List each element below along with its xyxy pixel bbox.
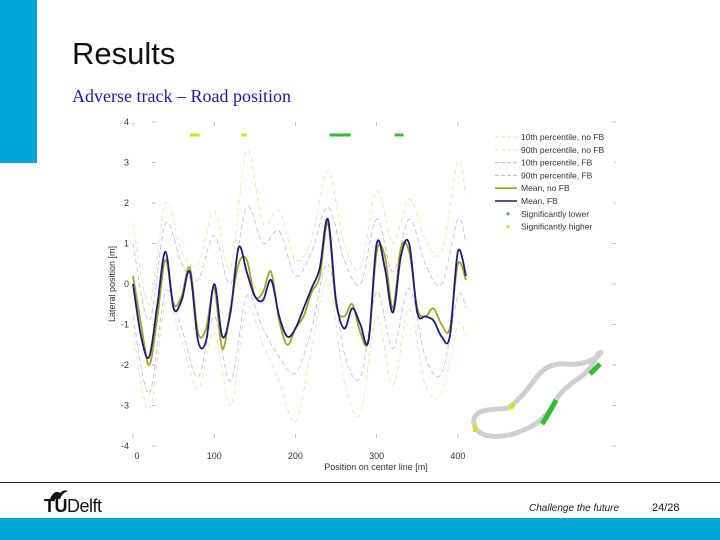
x-tick-label: 400 xyxy=(450,451,465,461)
legend-swatch xyxy=(506,212,510,216)
legend-entry: Mean, no FB xyxy=(521,183,570,193)
y-tick-label: 1 xyxy=(124,239,129,249)
y-tick-label: 2 xyxy=(124,198,129,208)
slide-subtitle: Adverse track – Road position xyxy=(72,86,291,106)
series-line-10th-percentile-no-fb xyxy=(132,279,467,423)
accent-bar xyxy=(0,0,37,163)
y-tick-label: -1 xyxy=(121,320,129,330)
road-position-chart: -4 -3 -2 -1 0 1 2 3 4 0 100 200 300 400 Position on ce… xyxy=(107,117,616,472)
series-line-90th-percentile-no-fb xyxy=(132,149,467,305)
legend-entry: Significantly lower xyxy=(521,209,589,219)
y-axis-label: Lateral position [m] xyxy=(107,246,117,322)
x-tick-label: 100 xyxy=(207,451,222,461)
slide-title: Results xyxy=(72,36,176,71)
legend-entry: 10th percentile, FB xyxy=(521,158,593,168)
y-tick-label: 3 xyxy=(124,158,129,168)
track-highlight xyxy=(588,362,602,376)
y-tick-label: -4 xyxy=(121,441,129,451)
legend-entry: Mean, FB xyxy=(521,196,558,206)
series-line-mean-no-fb xyxy=(132,222,467,366)
track-highlight xyxy=(508,402,516,410)
track-highlight xyxy=(539,398,559,426)
tu-delft-logo xyxy=(44,487,134,517)
legend-entry: 10th percentile, no FB xyxy=(521,132,604,142)
logo-text: TUDelft xyxy=(44,496,102,517)
legend-entry: 90th percentile, FB xyxy=(521,170,593,180)
series-line-90th-percentile-fb xyxy=(132,206,467,321)
legend-box xyxy=(490,127,614,240)
track-map xyxy=(471,349,604,439)
legend-swatch xyxy=(506,225,510,229)
x-tick-label: 200 xyxy=(288,451,303,461)
x-tick-label: 0 xyxy=(134,451,139,461)
series-line-10th-percentile-fb xyxy=(132,263,467,394)
logo-tu: TU xyxy=(44,496,68,516)
y-tick-label: -3 xyxy=(121,401,129,411)
flame-icon xyxy=(50,490,68,499)
footer-divider xyxy=(0,482,720,483)
logo-delft: Delft xyxy=(67,496,102,516)
x-axis-label: Position on center line [m] xyxy=(324,462,428,472)
footer-bar xyxy=(0,518,720,540)
legend-entry: 90th percentile, no FB xyxy=(521,145,604,155)
y-tick-label: 4 xyxy=(124,117,129,127)
tagline: Challenge the future xyxy=(529,503,620,514)
x-tick-label: 300 xyxy=(369,451,384,461)
page-number: 24/28 xyxy=(652,502,680,514)
legend-entry: Significantly higher xyxy=(521,222,593,232)
series-line-mean-fb xyxy=(132,218,467,359)
y-tick-label: -2 xyxy=(121,360,129,370)
y-tick-label: 0 xyxy=(124,279,129,289)
